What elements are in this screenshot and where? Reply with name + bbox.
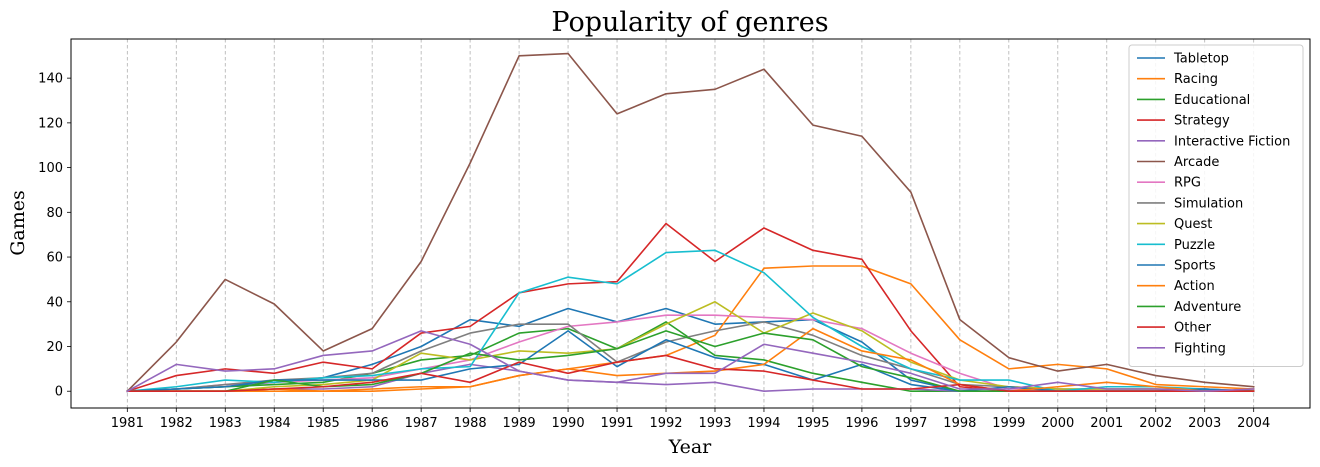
y-tick-label: 20 — [46, 340, 63, 355]
x-tick-label: 1995 — [796, 416, 829, 431]
series-line-adventure — [126, 330, 1255, 393]
x-tick-label: 1984 — [258, 416, 291, 431]
plot-frame — [70, 38, 1311, 409]
x-tick-label: 1999 — [992, 416, 1025, 431]
x-axis-label: Year — [668, 436, 712, 458]
legend-entry-label: Simulation — [1174, 196, 1243, 211]
legend-entry-label: Interactive Fiction — [1174, 134, 1290, 149]
series-line-other — [126, 354, 1255, 393]
legend-entry-label: Other — [1174, 321, 1212, 336]
x-tick-label: 1988 — [454, 416, 487, 431]
y-tick-label: 120 — [38, 116, 63, 131]
x-tick-label: 1989 — [503, 416, 536, 431]
legend-entry-label: RPG — [1174, 176, 1201, 191]
y-axis-ticks: 0 20 40 60 80 100 120 140 — [38, 72, 71, 400]
x-tick-label: 1981 — [111, 416, 144, 431]
y-tick-label: 140 — [38, 72, 63, 87]
chart-title: Popularity of genres — [551, 7, 828, 38]
series-line-fighting — [126, 330, 1255, 393]
y-tick-label: 0 — [55, 385, 63, 400]
y-tick-label: 60 — [46, 251, 63, 266]
vertical-gridlines — [126, 39, 1255, 408]
series-lines — [126, 52, 1255, 393]
x-tick-label: 1982 — [160, 416, 193, 431]
x-tick-label: 2000 — [1041, 416, 1074, 431]
y-tick-label: 40 — [46, 295, 63, 310]
y-tick-label: 100 — [38, 161, 63, 176]
series-line-sports — [126, 330, 1255, 393]
legend-box — [1128, 44, 1304, 367]
legend-entry-label: Adventure — [1174, 300, 1241, 315]
legend-entry-label: Strategy — [1174, 114, 1230, 129]
legend-entry-label: Arcade — [1174, 155, 1219, 170]
legend-entry-label: Sports — [1174, 259, 1216, 274]
series-line-arcade — [126, 52, 1255, 393]
x-tick-label: 1986 — [356, 416, 389, 431]
y-axis-label: Games — [7, 190, 29, 256]
legend-entry-label: Racing — [1174, 72, 1218, 87]
x-tick-label: 1998 — [943, 416, 976, 431]
x-tick-label: 1985 — [307, 416, 340, 431]
legend-entry-label: Action — [1174, 279, 1215, 294]
x-tick-label: 2002 — [1139, 416, 1172, 431]
x-tick-label: 1987 — [405, 416, 438, 431]
x-tick-label: 1990 — [552, 416, 585, 431]
legend: Tabletop Racing Educational Strategy Interac… — [1128, 44, 1304, 367]
y-tick-label: 80 — [46, 206, 63, 221]
x-tick-label: 1991 — [600, 416, 633, 431]
x-tick-label: 2001 — [1090, 416, 1123, 431]
x-tick-label: 2003 — [1188, 416, 1221, 431]
x-tick-label: 1992 — [649, 416, 682, 431]
x-tick-label: 1993 — [698, 416, 731, 431]
x-tick-label: 1983 — [209, 416, 242, 431]
legend-entry-label: Educational — [1174, 93, 1250, 108]
legend-entry-label: Fighting — [1174, 341, 1226, 356]
legend-entry-label: Quest — [1174, 217, 1212, 232]
legend-entry-label: Puzzle — [1174, 238, 1215, 253]
x-tick-label: 2004 — [1237, 416, 1270, 431]
legend-entry-label: Tabletop — [1173, 52, 1229, 67]
series-line-action — [126, 327, 1255, 393]
x-tick-label: 1994 — [747, 416, 780, 431]
x-axis-ticks: 1981 1982 1983 1984 1985 1986 1987 1988 1989 1990… — [111, 408, 1270, 431]
x-tick-label: 1996 — [845, 416, 878, 431]
series-line-puzzle — [126, 249, 1255, 393]
x-tick-label: 1997 — [894, 416, 927, 431]
